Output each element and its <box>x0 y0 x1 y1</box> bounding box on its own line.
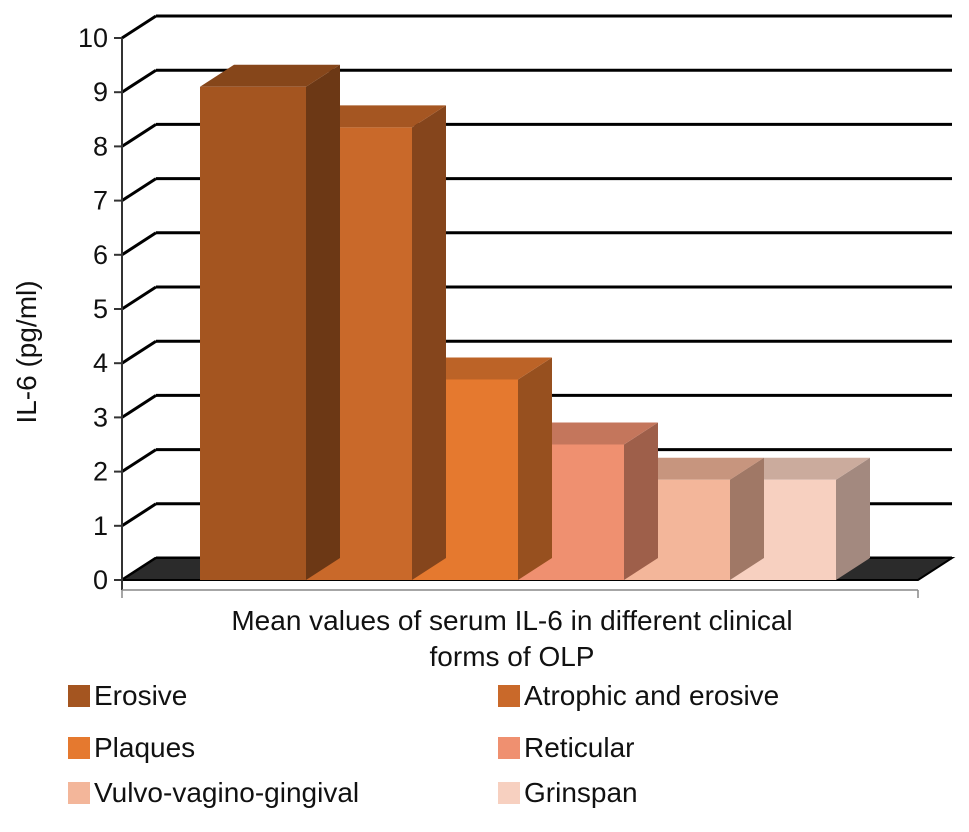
y-tick-label: 5 <box>93 294 108 324</box>
bars <box>200 64 870 581</box>
bar-top-face <box>518 422 658 445</box>
legend-item: Vulvo-vagino-gingival <box>68 777 359 808</box>
gridline-side <box>121 285 157 311</box>
bar-side-face <box>730 457 764 580</box>
y-tick-label: 6 <box>93 240 108 270</box>
bar-plaques <box>412 357 552 580</box>
legend-swatch <box>68 782 90 804</box>
y-tick-label: 9 <box>93 77 108 107</box>
y-axis-title: IL-6 (pg/ml) <box>11 280 42 423</box>
bar-top-face <box>412 357 552 380</box>
legend-item: Atrophic and erosive <box>498 680 779 711</box>
legend: Erosive Atrophic and erosive Plaques Reticu… <box>68 680 779 808</box>
bar-side-face <box>624 422 658 580</box>
bar-top-face <box>200 64 340 87</box>
legend-label: Erosive <box>94 680 187 711</box>
bar-side-face <box>836 457 870 580</box>
legend-swatch <box>498 782 520 804</box>
x-axis-title-line-2: forms of OLP <box>430 641 595 672</box>
gridline-side <box>121 231 157 257</box>
bar-top-face <box>730 457 870 480</box>
bar-side-face <box>306 64 340 580</box>
gridline-side <box>121 123 157 148</box>
y-tick-label: 8 <box>93 131 108 161</box>
bar-top-face <box>624 457 764 480</box>
legend-item: Grinspan <box>498 777 638 808</box>
y-tick-label: 3 <box>93 402 108 432</box>
legend-label: Grinspan <box>524 777 638 808</box>
legend-item: Plaques <box>68 732 195 763</box>
y-tick-label: 7 <box>93 186 108 216</box>
legend-label: Vulvo-vagino-gingival <box>94 777 359 808</box>
legend-swatch <box>68 685 90 707</box>
gridline-side <box>121 177 157 202</box>
y-tick-labels: 0 1 2 3 4 5 6 7 8 9 10 <box>78 23 108 595</box>
gridline-side <box>121 14 157 40</box>
y-tick-label: 1 <box>93 511 108 541</box>
y-axis <box>114 37 919 598</box>
y-tick-label: 2 <box>93 457 108 487</box>
bar-top-face <box>306 105 446 128</box>
legend-swatch <box>68 737 90 759</box>
legend-item: Reticular <box>498 732 634 763</box>
x-axis-title-line-1: Mean values of serum IL-6 in different c… <box>231 605 792 636</box>
bar-side-face <box>518 357 552 580</box>
legend-swatch <box>498 737 520 759</box>
gridline-side <box>121 448 157 473</box>
legend-label: Atrophic and erosive <box>524 680 779 711</box>
bar-front-face <box>200 86 306 580</box>
y-tick-label: 10 <box>78 23 108 53</box>
gridline-side <box>121 394 157 419</box>
gridline-side <box>121 339 157 365</box>
legend-label: Plaques <box>94 732 195 763</box>
gridline-side <box>121 68 157 94</box>
y-tick-label: 0 <box>93 565 108 595</box>
legend-item: Erosive <box>68 680 187 711</box>
y-tick-label: 4 <box>93 348 108 378</box>
bar-erosive <box>200 64 340 580</box>
legend-label: Reticular <box>524 732 634 763</box>
gridline-side <box>121 502 157 528</box>
legend-swatch <box>498 685 520 707</box>
bar-side-face <box>412 105 446 581</box>
